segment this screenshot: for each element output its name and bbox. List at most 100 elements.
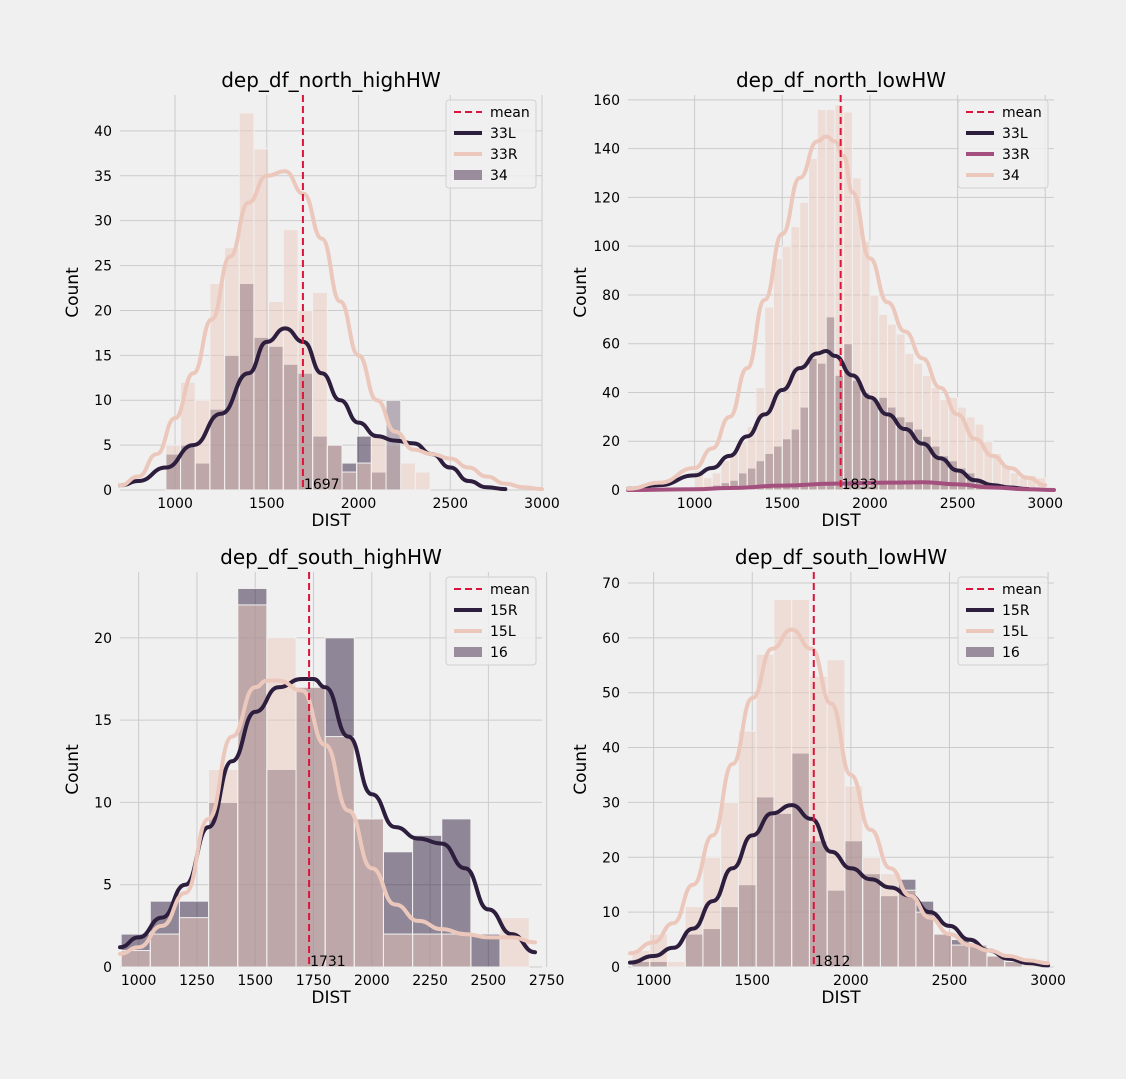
legend-label-33R: 33R (490, 147, 518, 163)
x-tick-label: 3000 (1030, 973, 1066, 989)
hist-bar-15L (933, 933, 952, 968)
hist-bar-34 (904, 352, 915, 491)
y-axis-label: Count (63, 744, 83, 795)
hist-bar-34 (878, 313, 888, 491)
mean-value-label: 1697 (304, 477, 340, 493)
x-axis-label: DIST (311, 511, 351, 531)
y-tick-label: 60 (602, 631, 620, 647)
hist-bar-34 (755, 387, 766, 491)
legend: mean 33L 33R 34 (957, 99, 1049, 189)
subplot-south-lowHW: 1000 1500 2000 2500 3000 0 10 20 30 40 50 60 70 1812 d… (571, 545, 1066, 1008)
legend-label-16: 16 (1002, 645, 1020, 661)
y-tick-label: 20 (602, 434, 620, 450)
legend-box (445, 576, 537, 666)
hist-bar-34 (737, 440, 748, 491)
x-tick-label: 2000 (852, 496, 888, 512)
y-tick-label: 10 (602, 905, 620, 921)
hist-bar-33R (297, 309, 314, 491)
hist-bar-33R (370, 435, 387, 491)
chart-title: dep_df_north_lowHW (736, 68, 946, 92)
x-tick-label: 1500 (237, 973, 273, 989)
legend-swatch-16 (454, 647, 482, 657)
legend: mean 33L 33R 34 (445, 99, 537, 189)
hist-bar-15L (915, 911, 935, 968)
kde-line-34 (626, 134, 1048, 491)
hist-bar-34 (834, 104, 845, 491)
legend-label-mean: mean (490, 105, 530, 121)
hist-bar-15L (666, 961, 686, 968)
y-axis-label: Count (571, 267, 591, 318)
legend-box (957, 576, 1049, 666)
x-axis-label: DIST (311, 988, 351, 1008)
y-tick-label: 120 (593, 190, 620, 206)
hist-bar-33R (326, 444, 343, 491)
hist-bar-15L (237, 604, 268, 968)
hist-bar-33R (414, 471, 431, 491)
subplot-south-highHW: 1000 1250 1500 1750 2000 2250 2500 2750 0 5 10 15 20… (63, 545, 564, 1008)
hist-bar-33R (253, 148, 270, 491)
hist-bar-15L (844, 785, 864, 968)
x-tick-label: 2750 (529, 973, 565, 989)
kde-line-33L (118, 326, 508, 492)
hist-bar-34 (860, 240, 871, 491)
x-tick-label: 1500 (249, 496, 285, 512)
hist-bar-34 (808, 157, 818, 491)
legend-label-15R: 15R (1002, 603, 1030, 619)
hist-bar-34 (825, 109, 836, 491)
x-tick-label: 2000 (354, 973, 390, 989)
legend: mean 15R 15L 16 (957, 576, 1049, 666)
legend-label-16: 16 (490, 645, 508, 661)
legend-label-34: 34 (490, 168, 508, 184)
hist-bar-34 (816, 109, 827, 491)
hist-bar-15L (684, 906, 704, 968)
y-tick-label: 20 (94, 631, 112, 647)
y-tick-label: 40 (602, 741, 620, 757)
y-tick-label: 15 (94, 713, 112, 729)
y-tick-label: 10 (94, 393, 112, 409)
kde-line-15L (118, 678, 538, 956)
hist-bar-15L (897, 889, 917, 968)
x-tick-label: 1500 (764, 496, 800, 512)
y-axis-label: Count (571, 744, 591, 795)
y-tick-label: 70 (602, 576, 620, 592)
kde-line-15L (627, 627, 1051, 966)
hist-bar-34 (939, 399, 950, 491)
hist-bar-33R (224, 247, 240, 491)
legend-label-mean: mean (490, 582, 530, 598)
hist-bar-34 (930, 387, 941, 491)
y-tick-label: 0 (611, 960, 620, 976)
hist-bar-33R (356, 462, 372, 491)
hist-bar-15L (755, 653, 775, 968)
legend-swatch-34 (454, 170, 482, 180)
hist-bar-34 (790, 226, 801, 491)
y-tick-label: 40 (94, 124, 112, 140)
y-tick-label: 100 (593, 239, 620, 255)
y-tick-label: 30 (94, 214, 112, 230)
hist-bar-34 (922, 374, 932, 491)
hist-bar-34 (869, 294, 880, 491)
legend-label-15R: 15R (490, 603, 518, 619)
y-tick-label: 0 (103, 483, 112, 499)
x-tick-label: 1250 (179, 973, 215, 989)
hist-bar-15L (208, 769, 239, 968)
kde-line-15R (627, 803, 1051, 968)
x-tick-label: 1000 (677, 496, 713, 512)
x-axis-label: DIST (821, 511, 861, 531)
hist-bar-34 (729, 452, 739, 491)
legend-label-33L: 33L (490, 126, 516, 142)
y-tick-label: 10 (94, 795, 112, 811)
hist-bar-34 (913, 362, 924, 491)
y-tick-label: 40 (602, 385, 620, 401)
x-tick-label: 1000 (121, 973, 157, 989)
y-tick-label: 5 (103, 878, 112, 894)
subplot-north-highHW: 1000 1500 2000 2500 3000 0 5 10 15 20 25 30 35 40 1697… (63, 68, 560, 531)
legend: mean 15R 15L 16 (445, 576, 537, 666)
legend-label-mean: mean (1002, 582, 1042, 598)
x-tick-label: 2500 (471, 973, 507, 989)
y-tick-label: 20 (94, 303, 112, 319)
hist-bar-33R (341, 471, 358, 491)
y-tick-label: 30 (602, 795, 620, 811)
x-axis-label: DIST (821, 988, 861, 1008)
hist-bar-15L (808, 675, 828, 968)
